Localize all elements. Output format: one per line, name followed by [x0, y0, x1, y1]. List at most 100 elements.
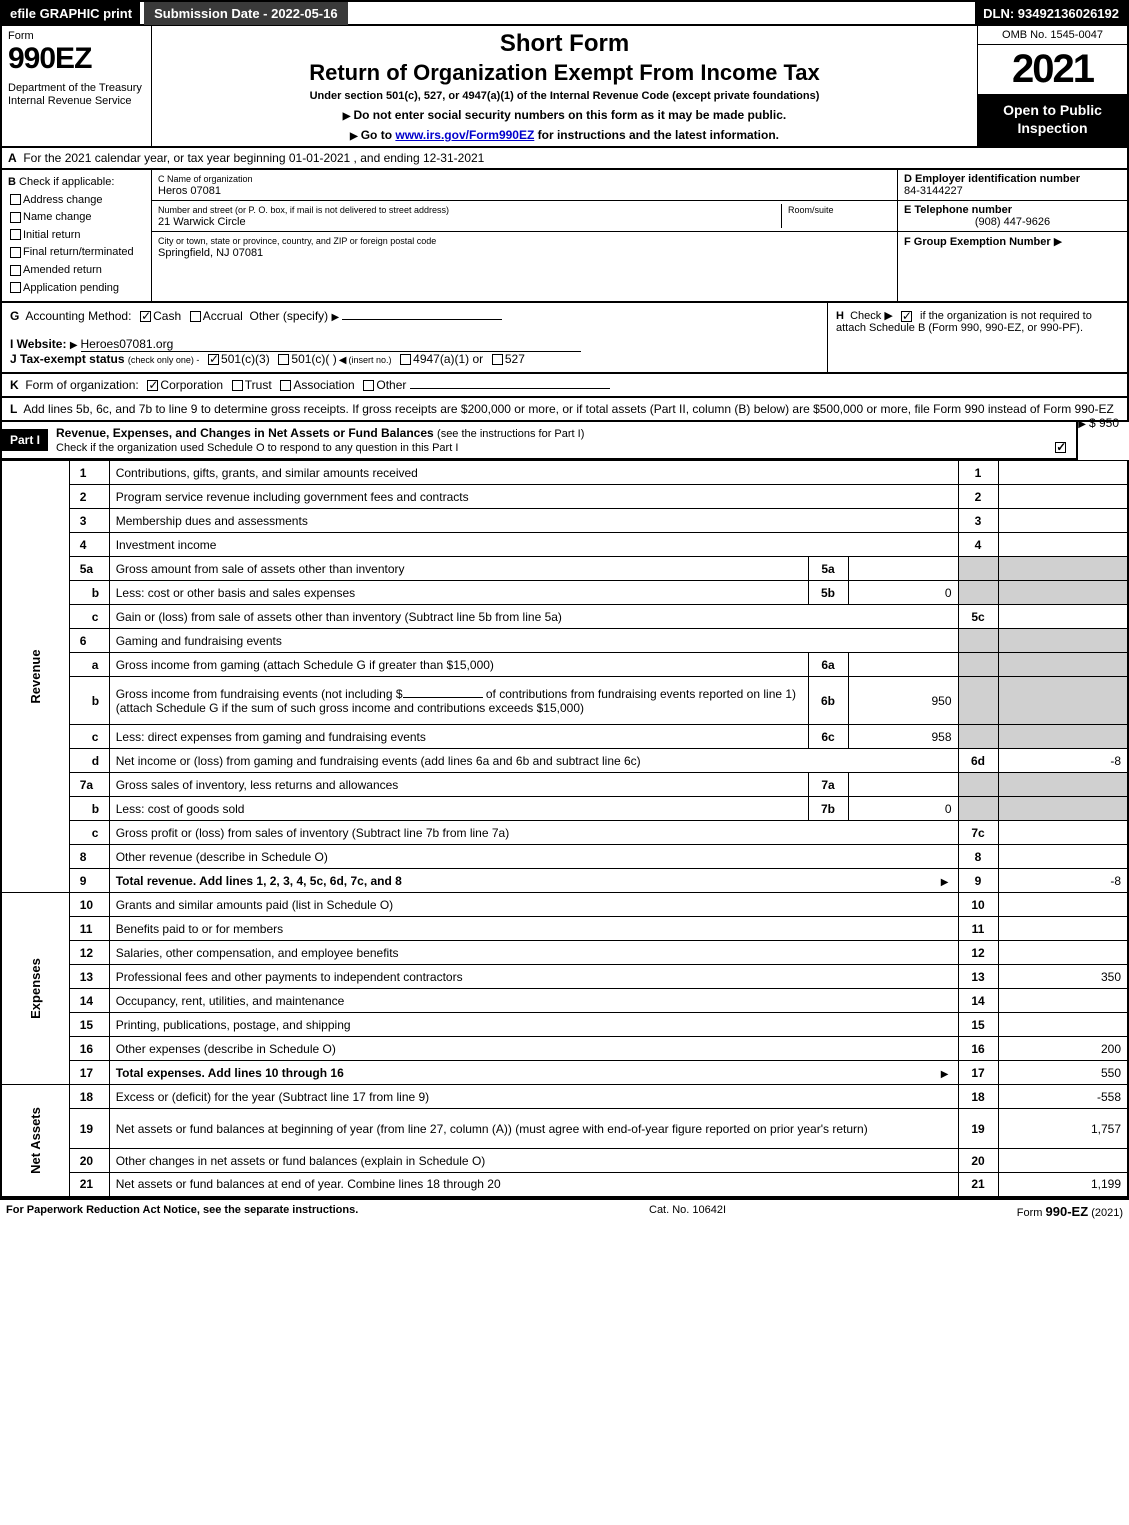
k-opt-0: Corporation [160, 378, 223, 392]
l4-box: 4 [958, 533, 998, 557]
l12-num: 12 [69, 941, 109, 965]
l21-val: 1,199 [998, 1173, 1128, 1197]
l5a-ival [848, 557, 958, 581]
omb-number: OMB No. 1545-0047 [978, 26, 1127, 45]
l14-box: 14 [958, 989, 998, 1013]
i-label: I Website: [10, 337, 66, 351]
irs-link[interactable]: www.irs.gov/Form990EZ [395, 128, 534, 142]
checkbox-cash[interactable] [140, 311, 151, 322]
l9-box: 9 [958, 869, 998, 893]
l6c-ibox: 6c [808, 725, 848, 749]
l6a-num: a [69, 653, 109, 677]
l2-val [998, 485, 1128, 509]
website-link[interactable]: Heroes07081.org [81, 337, 581, 352]
l18-val: -558 [998, 1085, 1128, 1109]
l10-num: 10 [69, 893, 109, 917]
k-label: K [10, 378, 19, 392]
checkbox-part1-sched-o[interactable] [1055, 442, 1066, 453]
checkbox-address-change[interactable] [10, 194, 21, 205]
checkbox-h[interactable] [901, 311, 912, 322]
l5b-num: b [69, 581, 109, 605]
checkbox-assoc[interactable] [280, 380, 291, 391]
checkbox-501c[interactable] [278, 354, 289, 365]
l21-desc: Net assets or fund balances at end of ye… [109, 1173, 958, 1197]
checkbox-501c3[interactable] [208, 354, 219, 365]
efile-print-label[interactable]: efile GRAPHIC print [2, 2, 140, 25]
checkbox-application-pending[interactable] [10, 282, 21, 293]
part1-header-row: Part I Revenue, Expenses, and Changes in… [0, 422, 1078, 460]
j-label: J Tax-exempt status [10, 352, 125, 366]
checkbox-other-org[interactable] [363, 380, 374, 391]
l6b-num: b [69, 677, 109, 725]
row-gh: G Accounting Method: Cash Accrual Other … [0, 303, 1129, 374]
tax-year: 2021 [978, 45, 1127, 95]
l7b-ibox: 7b [808, 797, 848, 821]
part1-title-text: Revenue, Expenses, and Changes in Net As… [56, 426, 434, 440]
l13-desc: Professional fees and other payments to … [109, 965, 958, 989]
l6b-pre: Gross income from fundraising events (no… [116, 687, 403, 701]
k-other-input[interactable] [410, 388, 610, 389]
l19-desc: Net assets or fund balances at beginning… [109, 1109, 958, 1149]
l21-num: 21 [69, 1173, 109, 1197]
submission-date: Submission Date - 2022-05-16 [144, 2, 348, 25]
l6a-grey1 [958, 653, 998, 677]
l12-box: 12 [958, 941, 998, 965]
l7b-desc: Less: cost of goods sold [109, 797, 808, 821]
row-g: G Accounting Method: Cash Accrual Other … [2, 303, 827, 372]
checkbox-4947[interactable] [400, 354, 411, 365]
checkbox-trust[interactable] [232, 380, 243, 391]
l6c-grey1 [958, 725, 998, 749]
l17-num: 17 [69, 1061, 109, 1085]
l7a-ibox: 7a [808, 773, 848, 797]
checkbox-amended-return[interactable] [10, 265, 21, 276]
l6b-blank[interactable] [403, 697, 483, 698]
l5b-ibox: 5b [808, 581, 848, 605]
checkbox-name-change[interactable] [10, 212, 21, 223]
tel-lbl: E Telephone number [904, 204, 1012, 216]
footer-right: Form 990-EZ (2021) [1017, 1204, 1123, 1219]
info-grid: B Check if applicable: Address change Na… [0, 170, 1129, 303]
l18-desc: Excess or (deficit) for the year (Subtra… [109, 1085, 958, 1109]
checkbox-accrual[interactable] [190, 311, 201, 322]
l5b-desc: Less: cost or other basis and sales expe… [109, 581, 808, 605]
header-left: Form 990EZ Department of the Treasury In… [2, 26, 152, 146]
ein-row: D Employer identification number 84-3144… [898, 170, 1127, 201]
l19-box: 19 [958, 1109, 998, 1149]
l13-num: 13 [69, 965, 109, 989]
checkbox-corp[interactable] [147, 380, 158, 391]
l2-desc: Program service revenue including govern… [109, 485, 958, 509]
l7c-box: 7c [958, 821, 998, 845]
l8-box: 8 [958, 845, 998, 869]
l13-val: 350 [998, 965, 1128, 989]
org-city-lbl: City or town, state or province, country… [158, 236, 436, 246]
l11-val [998, 917, 1128, 941]
l5c-num: c [69, 605, 109, 629]
checkbox-final-return[interactable] [10, 247, 21, 258]
l21-box: 21 [958, 1173, 998, 1197]
k-opt-1: Trust [245, 378, 272, 392]
l19-val: 1,757 [998, 1109, 1128, 1149]
footer-left: For Paperwork Reduction Act Notice, see … [6, 1204, 358, 1219]
l6-num: 6 [69, 629, 109, 653]
g-other-input[interactable] [342, 319, 502, 320]
org-city-row: City or town, state or province, country… [152, 232, 897, 262]
checkbox-initial-return[interactable] [10, 229, 21, 240]
checkbox-527[interactable] [492, 354, 503, 365]
l16-desc: Other expenses (describe in Schedule O) [109, 1037, 958, 1061]
l15-box: 15 [958, 1013, 998, 1037]
l7a-ival [848, 773, 958, 797]
l7c-desc: Gross profit or (loss) from sales of inv… [109, 821, 958, 845]
l14-num: 14 [69, 989, 109, 1013]
subtitle: Under section 501(c), 527, or 4947(a)(1)… [160, 90, 969, 102]
l4-num: 4 [69, 533, 109, 557]
part1-label: Part I [2, 429, 48, 451]
sidetab-netassets: Net Assets [1, 1085, 69, 1197]
l6a-desc: Gross income from gaming (attach Schedul… [109, 653, 808, 677]
l3-val [998, 509, 1128, 533]
l7c-val [998, 821, 1128, 845]
l4-desc: Investment income [109, 533, 958, 557]
l7a-desc: Gross sales of inventory, less returns a… [109, 773, 808, 797]
b-item-4: Amended return [23, 264, 102, 276]
l18-box: 18 [958, 1085, 998, 1109]
room-lbl: Room/suite [788, 205, 834, 215]
